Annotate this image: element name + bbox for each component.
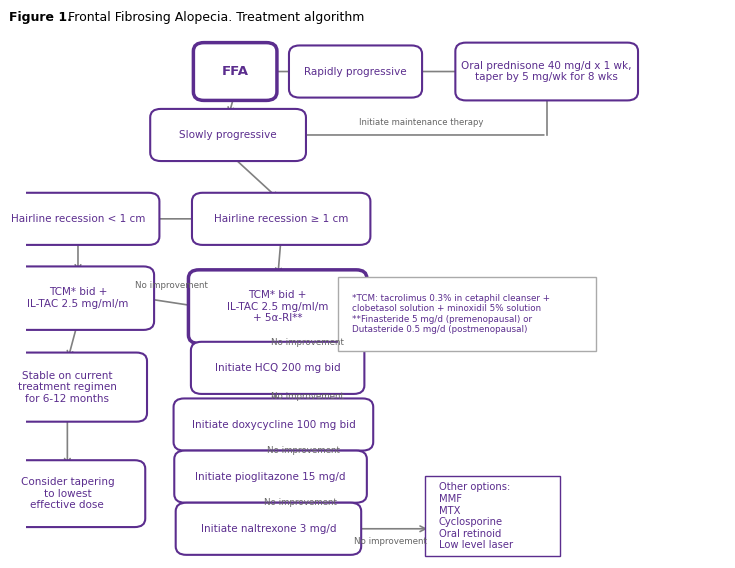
Text: No improvement: No improvement [354,537,427,546]
FancyBboxPatch shape [174,450,367,503]
Text: No improvement: No improvement [271,392,344,400]
Text: Initiate HCQ 200 mg bid: Initiate HCQ 200 mg bid [215,363,340,373]
Text: Initiate pioglitazone 15 mg/d: Initiate pioglitazone 15 mg/d [196,471,345,482]
Text: Figure 1.: Figure 1. [9,11,72,24]
Text: No improvement: No improvement [264,498,337,507]
Text: TCM* bid +
IL-TAC 2.5 mg/ml/m
+ 5α-RI**: TCM* bid + IL-TAC 2.5 mg/ml/m + 5α-RI** [227,290,329,323]
FancyBboxPatch shape [0,460,146,527]
FancyBboxPatch shape [191,342,365,394]
Text: Other options:
MMF
MTX
Cyclosporine
Oral retinoid
Low level laser: Other options: MMF MTX Cyclosporine Oral… [439,482,513,550]
Text: No improvement: No improvement [267,446,340,455]
FancyBboxPatch shape [456,43,638,101]
Text: TCM* bid +
IL-TAC 2.5 mg/ml/m: TCM* bid + IL-TAC 2.5 mg/ml/m [27,287,129,309]
Text: Stable on current
treatment regimen
for 6-12 months: Stable on current treatment regimen for … [18,370,117,404]
FancyBboxPatch shape [176,503,361,555]
FancyBboxPatch shape [2,266,154,330]
FancyBboxPatch shape [0,353,147,421]
Text: Hairline recession ≥ 1 cm: Hairline recession ≥ 1 cm [214,214,348,224]
FancyBboxPatch shape [188,270,367,344]
FancyBboxPatch shape [173,399,373,450]
Text: No improvement: No improvement [271,338,344,347]
Text: Slowly progressive: Slowly progressive [179,130,277,140]
Text: Hairline recession < 1 cm: Hairline recession < 1 cm [11,214,146,224]
FancyBboxPatch shape [425,477,560,556]
FancyBboxPatch shape [289,45,422,98]
Text: *TCM: tacrolimus 0.3% in cetaphil cleanser +
clobetasol solution + minoxidil 5% : *TCM: tacrolimus 0.3% in cetaphil cleans… [352,294,550,334]
Text: No improvement: No improvement [135,281,208,290]
Text: Initiate maintenance therapy: Initiate maintenance therapy [359,118,483,127]
FancyBboxPatch shape [192,193,370,245]
Text: Initiate doxycycline 100 mg bid: Initiate doxycycline 100 mg bid [192,420,355,429]
FancyBboxPatch shape [0,193,159,245]
Text: Rapidly progressive: Rapidly progressive [304,66,407,77]
Text: Consider tapering
to lowest
effective dose: Consider tapering to lowest effective do… [21,477,114,510]
Text: Frontal Fibrosing Alopecia. Treatment algorithm: Frontal Fibrosing Alopecia. Treatment al… [68,11,365,24]
Text: FFA: FFA [222,65,248,78]
Text: Oral prednisone 40 mg/d x 1 wk,
taper by 5 mg/wk for 8 wks: Oral prednisone 40 mg/d x 1 wk, taper by… [462,61,632,82]
Text: Initiate naltrexone 3 mg/d: Initiate naltrexone 3 mg/d [201,524,336,534]
FancyBboxPatch shape [338,277,595,351]
FancyBboxPatch shape [150,109,306,161]
FancyBboxPatch shape [193,43,277,101]
